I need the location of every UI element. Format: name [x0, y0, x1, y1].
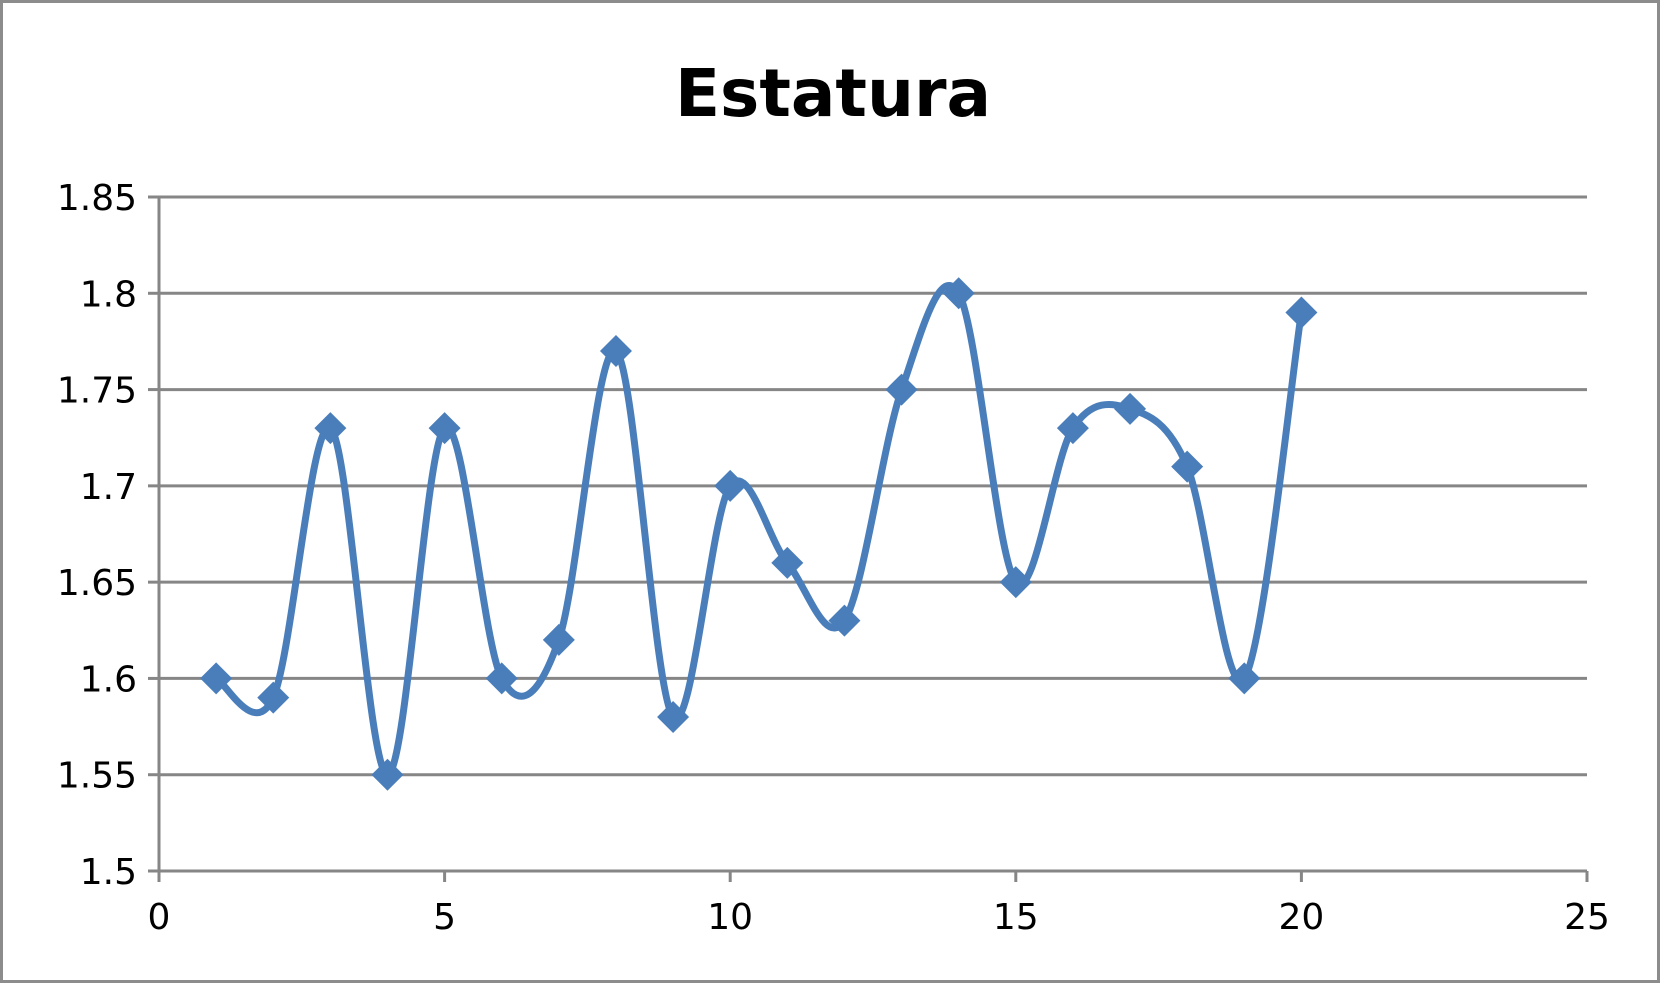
chart-title: Estatura — [675, 55, 991, 132]
data-point-marker — [257, 681, 290, 714]
data-point-marker — [485, 662, 518, 695]
data-point-marker — [942, 277, 975, 310]
y-tick-label: 1.65 — [57, 563, 137, 604]
y-tick-label: 1.85 — [57, 178, 137, 219]
gridlines — [159, 195, 1587, 777]
series-line — [212, 282, 1305, 779]
data-point-marker — [714, 469, 747, 502]
data-point-marker — [999, 566, 1032, 599]
x-tick-label: 5 — [433, 897, 456, 938]
axes — [148, 195, 1589, 882]
data-point-marker — [771, 546, 804, 579]
data-point-marker — [542, 623, 575, 656]
data-point-marker — [200, 662, 233, 695]
x-axis-tick-labels: 0 5 10 15 20 25 — [148, 897, 1610, 938]
data-point-marker — [1171, 450, 1204, 483]
y-tick-label: 1.6 — [80, 659, 137, 700]
y-tick-label: 1.8 — [80, 274, 137, 315]
data-point-marker — [599, 335, 632, 368]
x-tick-label: 0 — [148, 897, 171, 938]
data-point-marker — [657, 700, 690, 733]
series-layer — [200, 277, 1318, 791]
y-tick-label: 1.5 — [80, 852, 137, 893]
y-tick-label: 1.7 — [80, 467, 137, 508]
data-point-marker — [1228, 662, 1261, 695]
y-tick-label: 1.55 — [57, 756, 137, 797]
y-axis-tick-labels: 1.5 1.55 1.6 1.65 1.7 1.75 1.8 1.85 — [57, 178, 137, 893]
y-tick-label: 1.75 — [57, 371, 137, 412]
data-point-marker — [885, 373, 918, 406]
data-point-marker — [1056, 412, 1089, 445]
data-point-marker — [1285, 296, 1318, 329]
line-chart: Estatura 1.5 1.55 1.6 1.65 1.7 1.75 1.8 1.85 0 5… — [57, 55, 1610, 938]
data-point-marker — [428, 412, 461, 445]
data-point-marker — [828, 604, 861, 637]
data-point-marker — [1114, 392, 1147, 425]
x-tick-label: 25 — [1564, 897, 1610, 938]
x-tick-label: 20 — [1278, 897, 1324, 938]
x-tick-label: 10 — [707, 897, 753, 938]
data-point-marker — [314, 412, 347, 445]
x-tick-label: 15 — [993, 897, 1039, 938]
data-point-marker — [371, 758, 404, 791]
